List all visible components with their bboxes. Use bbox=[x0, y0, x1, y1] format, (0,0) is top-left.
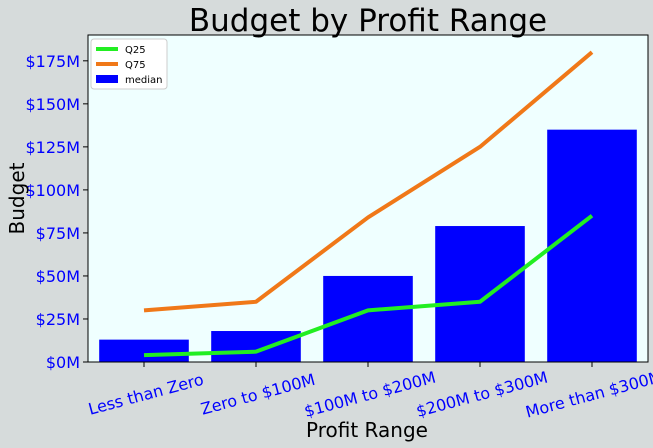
y-tick-label: $50M bbox=[36, 267, 80, 286]
legend-label-q25: Q25 bbox=[125, 45, 146, 56]
line-q25 bbox=[143, 214, 594, 358]
chart-title: Budget by Profit Range bbox=[189, 3, 547, 39]
y-tick-label: $25M bbox=[36, 310, 80, 329]
lines-group bbox=[143, 50, 594, 358]
bars-group bbox=[99, 129, 637, 362]
y-axis: $0M $25M $50M $75M $100M $125M $150M $175M bbox=[25, 34, 649, 372]
x-axis-label: Profit Range bbox=[306, 418, 428, 442]
bar-1 bbox=[99, 339, 189, 362]
legend: Q25 Q75 median bbox=[90, 38, 168, 90]
x-tick-label: Zero to $100M bbox=[199, 370, 317, 419]
bar-4 bbox=[435, 226, 525, 362]
y-tick-label: $75M bbox=[36, 224, 80, 243]
x-tick-label: Less than Zero bbox=[86, 370, 205, 419]
legend-swatch-median bbox=[96, 75, 118, 83]
legend-label-median: median bbox=[125, 75, 163, 86]
legend-label-q75: Q75 bbox=[125, 60, 146, 71]
bar-2 bbox=[211, 331, 301, 362]
y-axis-label: Budget bbox=[5, 162, 29, 234]
y-tick-label: $150M bbox=[25, 95, 80, 114]
y-tick-label: $100M bbox=[25, 181, 80, 200]
line-q75 bbox=[143, 50, 594, 313]
bar-5 bbox=[547, 129, 637, 362]
y-tick-label: $125M bbox=[25, 138, 80, 157]
y-tick-label: $175M bbox=[25, 52, 80, 71]
bar-3 bbox=[323, 275, 413, 362]
y-tick-label: $0M bbox=[46, 353, 80, 372]
